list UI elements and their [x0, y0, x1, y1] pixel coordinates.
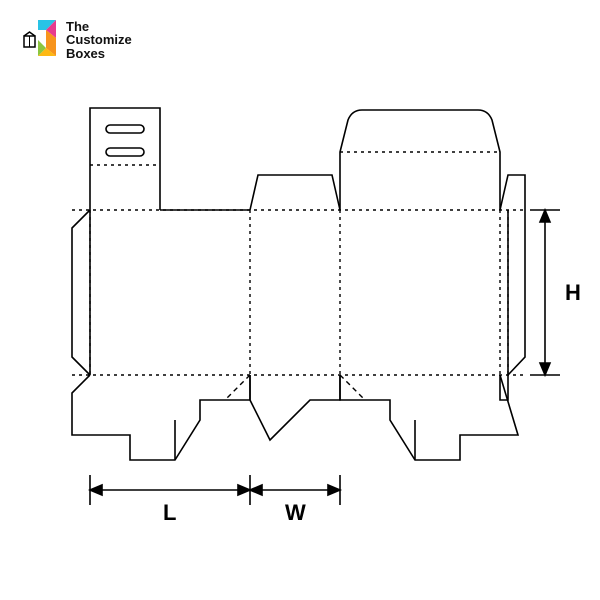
dim-label-W: W — [285, 500, 306, 525]
dim-label-L: L — [163, 500, 176, 525]
fold-lines — [72, 152, 525, 400]
cut-lines — [72, 108, 525, 460]
dim-label-H: H — [565, 280, 581, 305]
dieline-diagram: L W H — [0, 0, 600, 600]
